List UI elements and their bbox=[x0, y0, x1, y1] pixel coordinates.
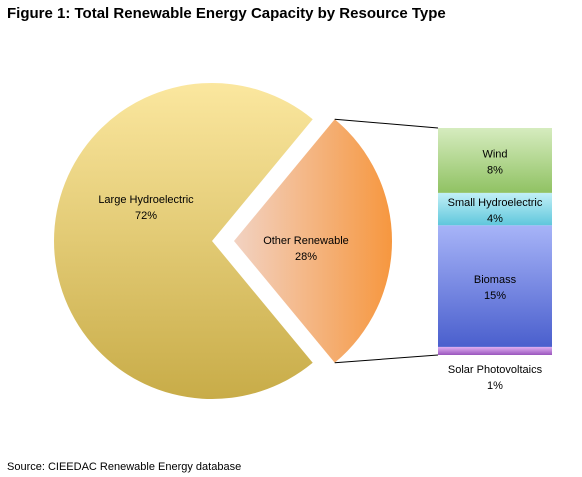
connector-line-bottom bbox=[334, 354, 439, 364]
bar-segment-wind bbox=[438, 128, 552, 193]
chart-title: Figure 1: Total Renewable Energy Capacit… bbox=[7, 5, 446, 22]
source-note: Source: CIEEDAC Renewable Energy databas… bbox=[7, 461, 242, 473]
bar-label-wind: Wind 8% bbox=[482, 148, 507, 176]
pie-slice-other-renewable bbox=[234, 119, 392, 363]
bar-segment-biomass bbox=[438, 225, 552, 347]
bar-segment-solar-photovoltaics bbox=[438, 346, 552, 355]
pie-label-other-renewable: Other Renewable 28% bbox=[263, 235, 349, 263]
bar-segment-small-hydroelectric bbox=[438, 192, 552, 226]
bar-label-solar-photovoltaics: Solar Photovoltaics 1% bbox=[448, 364, 543, 392]
bar-label-biomass: Biomass 15% bbox=[474, 274, 517, 302]
pie-slice-large-hydroelectric bbox=[54, 83, 313, 400]
connector-line-top bbox=[334, 118, 439, 129]
pie-label-large-hydroelectric: Large Hydroelectric 72% bbox=[98, 194, 194, 222]
bar-label-small-hydroelectric: Small Hydroelectric 4% bbox=[448, 197, 543, 225]
